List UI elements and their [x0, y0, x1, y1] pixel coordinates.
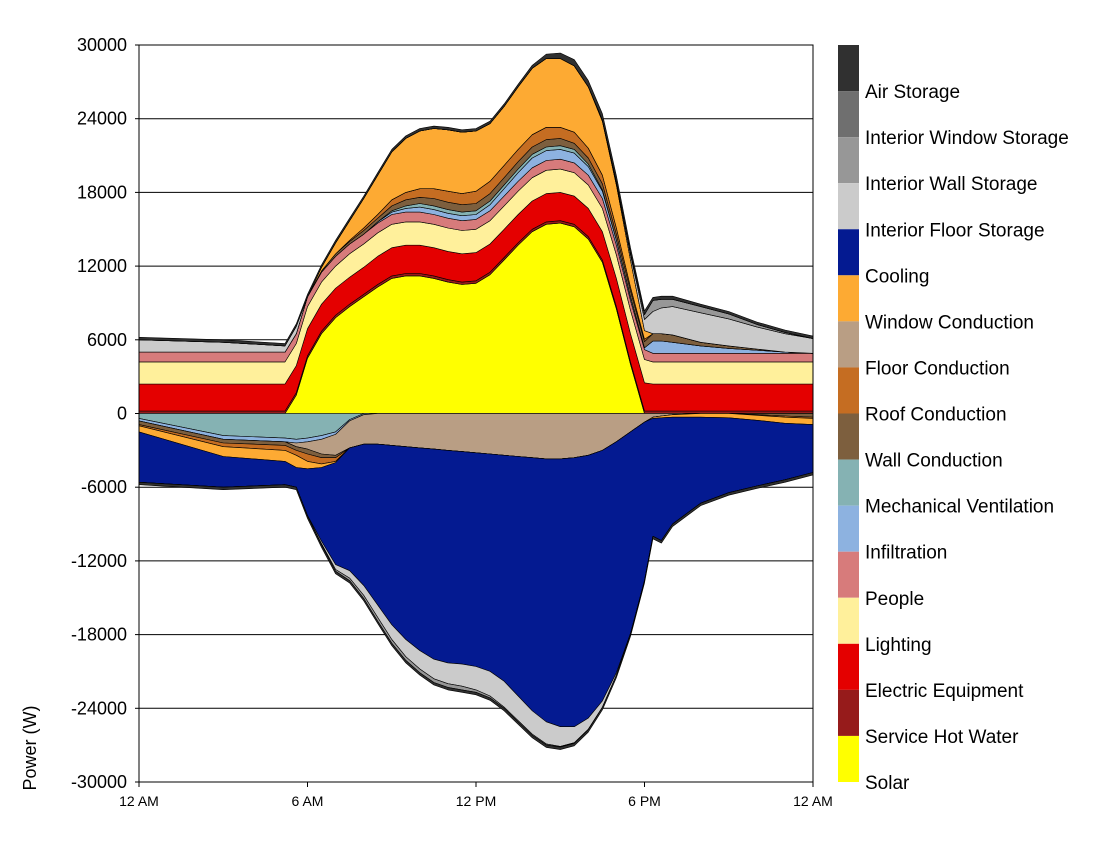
- legend-label-floor-conduction: Floor Conduction: [865, 358, 1010, 379]
- y-tick-label: -30000: [71, 772, 127, 792]
- legend-label-roof-conduction: Roof Conduction: [865, 405, 1007, 426]
- x-tick-label: 12 AM: [119, 793, 159, 809]
- legend-label-window-conduction: Window Conduction: [865, 312, 1034, 333]
- legend-swatch-solar: [838, 735, 859, 782]
- legend-swatch-interior-floor-storage: [838, 183, 859, 230]
- y-axis-ticks: 30000 24000 18000 12000 6000 0 -6000 -12000 -180…: [71, 35, 139, 792]
- legend-swatch-lighting: [838, 597, 859, 644]
- y-axis-label: Power (W): [20, 706, 40, 791]
- legend-label-solar: Solar: [865, 773, 910, 794]
- legend-label-interior-window-storage: Interior Window Storage: [865, 128, 1069, 149]
- legend-label-interior-floor-storage: Interior Floor Storage: [865, 220, 1045, 241]
- legend-swatch-interior-wall-storage: [838, 137, 859, 184]
- y-tick-label: -18000: [71, 625, 127, 645]
- y-tick-label: -6000: [81, 477, 127, 497]
- x-tick-label: 6 AM: [292, 793, 324, 809]
- legend-swatch-infiltration: [838, 505, 859, 552]
- legend-label-people: People: [865, 589, 924, 610]
- y-tick-label: 18000: [77, 182, 127, 202]
- legend-label-cooling: Cooling: [865, 266, 929, 287]
- x-tick-label: 12 PM: [456, 793, 496, 809]
- legend-label-service-hot-water: Service Hot Water: [865, 727, 1019, 748]
- legend-label-interior-wall-storage: Interior Wall Storage: [865, 174, 1037, 195]
- legend-swatch-window-conduction: [838, 275, 859, 322]
- x-axis-ticks: 12 AM 6 AM 12 PM 6 PM 12 AM: [119, 782, 833, 809]
- legend-swatch-people: [838, 551, 859, 598]
- legend-swatch-wall-conduction: [838, 413, 859, 460]
- legend-swatch-floor-conduction: [838, 321, 859, 368]
- legend-label-mechanical-ventilation: Mechanical Ventilation: [865, 497, 1054, 518]
- legend-label-electric-equipment: Electric Equipment: [865, 681, 1024, 702]
- y-tick-label: 12000: [77, 256, 127, 276]
- legend-label-wall-conduction: Wall Conduction: [865, 451, 1003, 472]
- legend-label-air-storage: Air Storage: [865, 82, 960, 103]
- legend-swatch-cooling: [838, 229, 859, 276]
- legend-label-lighting: Lighting: [865, 635, 932, 656]
- y-tick-label: 6000: [87, 330, 127, 350]
- y-tick-label: 30000: [77, 35, 127, 55]
- legend: Air Storage Interior Window Storage Interi…: [838, 45, 1069, 794]
- legend-swatch-air-storage: [838, 45, 859, 92]
- y-tick-label: -12000: [71, 551, 127, 571]
- area-layer: [138, 52, 814, 750]
- legend-label-infiltration: Infiltration: [865, 543, 947, 564]
- y-tick-label: -24000: [71, 698, 127, 718]
- legend-swatch-roof-conduction: [838, 367, 859, 414]
- legend-swatch-service-hot-water: [838, 689, 859, 736]
- x-tick-label: 6 PM: [628, 793, 661, 809]
- y-tick-label: 24000: [77, 109, 127, 129]
- y-tick-label: 0: [117, 404, 127, 424]
- legend-swatch-interior-window-storage: [838, 91, 859, 138]
- x-tick-label: 12 AM: [793, 793, 833, 809]
- legend-swatch-electric-equipment: [838, 643, 859, 690]
- legend-swatch-mechanical-ventilation: [838, 459, 859, 506]
